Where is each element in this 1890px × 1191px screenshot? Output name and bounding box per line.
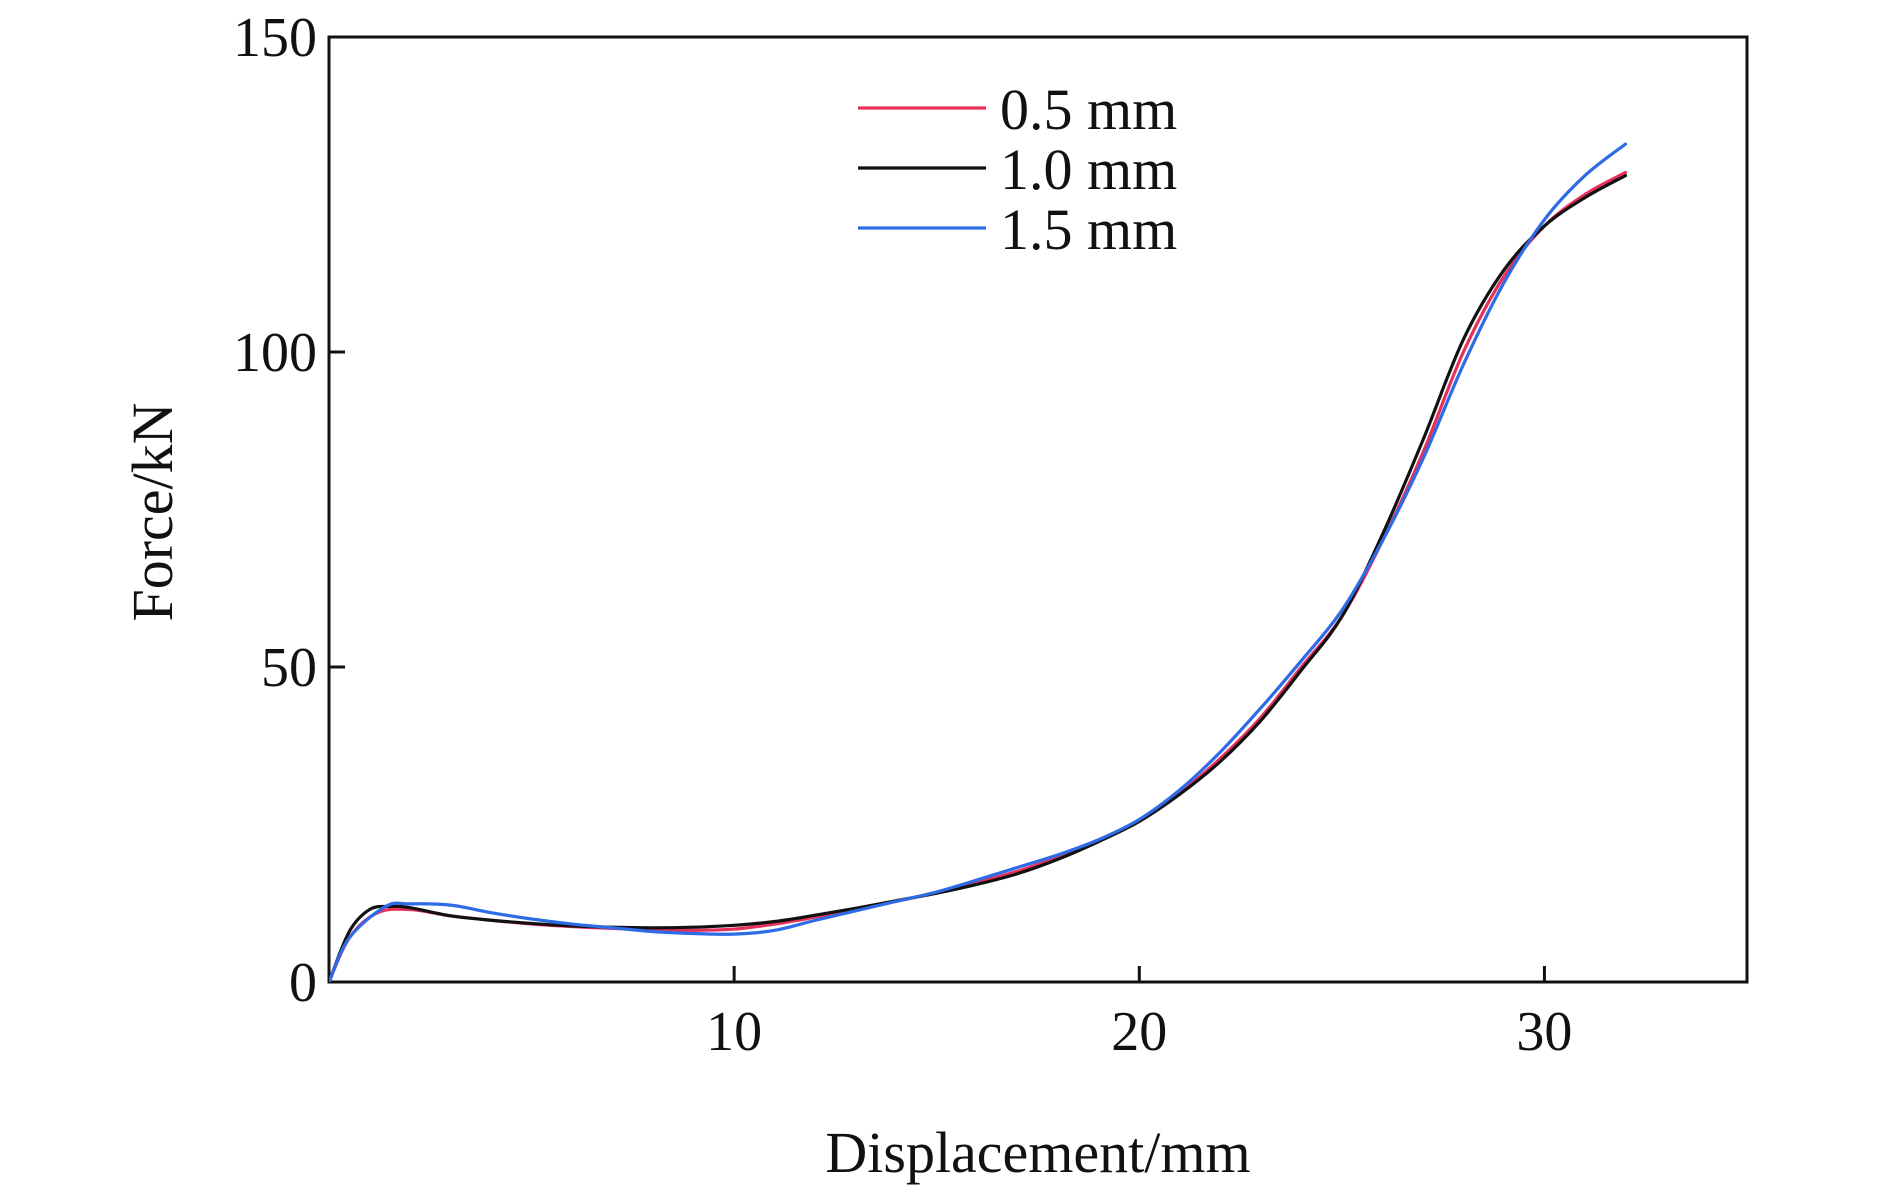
legend-label: 1.0 mm xyxy=(1000,137,1177,202)
y-tick-label: 100 xyxy=(233,322,317,384)
x-tick-label: 30 xyxy=(1516,1001,1572,1063)
y-axis: 0 50 100 150 xyxy=(233,7,345,1014)
series-line-1-0-mm xyxy=(329,174,1628,982)
x-axis-label: Displacement/mm xyxy=(825,1120,1250,1185)
y-axis-label: Force/kN xyxy=(120,402,185,621)
x-axis: 10 20 30 xyxy=(706,966,1572,1063)
legend-label: 0.5 mm xyxy=(1000,77,1177,142)
x-tick-label: 20 xyxy=(1111,1001,1167,1063)
y-tick-label: 0 xyxy=(289,952,317,1014)
series-lines xyxy=(329,142,1628,982)
y-tick-label: 150 xyxy=(233,7,317,69)
series-line-1-5-mm xyxy=(329,142,1628,982)
series-line-0-5-mm xyxy=(329,170,1628,982)
legend: 0.5 mm1.0 mm1.5 mm xyxy=(858,77,1177,262)
x-tick-label: 10 xyxy=(706,1001,762,1063)
plot-area-frame xyxy=(327,35,1749,984)
y-tick-label: 50 xyxy=(261,637,317,699)
legend-label: 1.5 mm xyxy=(1000,197,1177,262)
